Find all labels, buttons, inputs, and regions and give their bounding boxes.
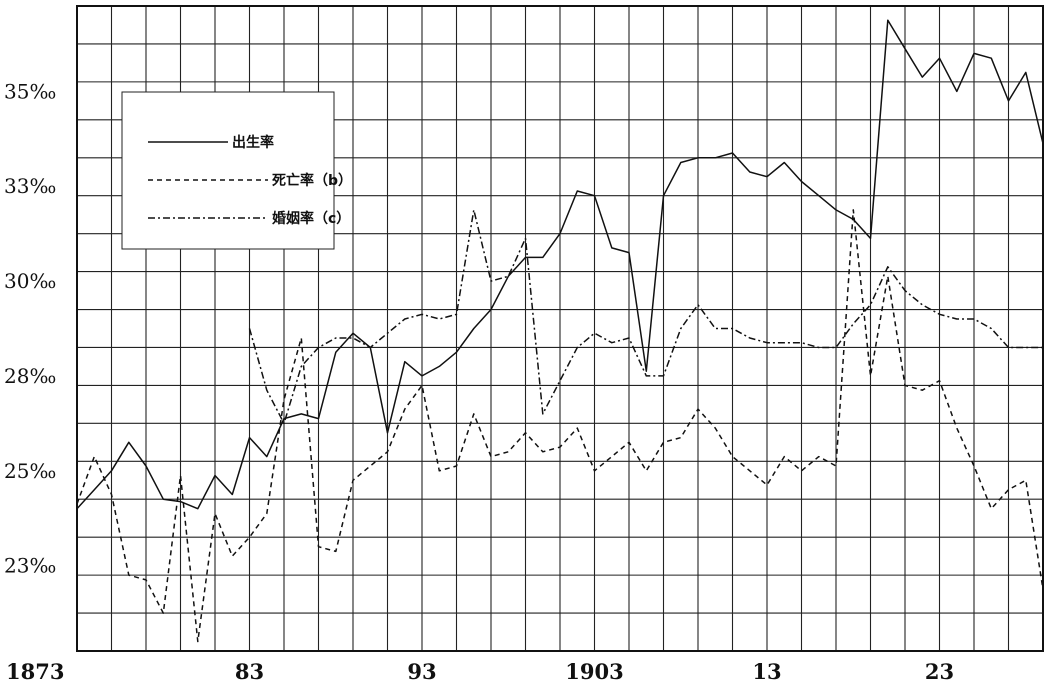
- legend-label-birth: 出生率: [232, 134, 274, 151]
- legend-label-marriage: 婚姻率（c）: [272, 210, 350, 227]
- x-tick-label: 83: [235, 659, 264, 684]
- series-lines: [76, 19, 1044, 643]
- x-tick-label: 1873: [6, 659, 64, 684]
- plot-frame: [76, 5, 1044, 652]
- series-line-death-rate: [76, 209, 1044, 643]
- legend-label-death: 死亡率（b）: [271, 172, 352, 189]
- x-axis-ticks: 1873 83 93 1903 13 23: [6, 659, 954, 684]
- y-tick-label: 25‰: [4, 459, 56, 483]
- series-line-birth-rate: [76, 19, 1044, 510]
- y-axis-ticks: 23‰ 25‰ 28‰ 30‰ 33‰ 35‰: [4, 79, 56, 577]
- x-tick-label: 23: [925, 659, 954, 684]
- y-tick-label: 33‰: [4, 174, 56, 198]
- y-tick-label: 28‰: [4, 364, 56, 388]
- y-tick-label: 23‰: [4, 554, 56, 578]
- y-tick-label: 30‰: [4, 269, 56, 293]
- x-tick-label: 93: [407, 659, 436, 684]
- x-tick-label: 13: [752, 659, 781, 684]
- legend: 出生率 死亡率（b） 婚姻率（c）: [121, 91, 352, 250]
- y-tick-label: 35‰: [4, 79, 56, 103]
- legend-box: [121, 91, 335, 250]
- series-line-marriage-rate: [248, 209, 1043, 425]
- x-tick-label: 1903: [565, 659, 623, 684]
